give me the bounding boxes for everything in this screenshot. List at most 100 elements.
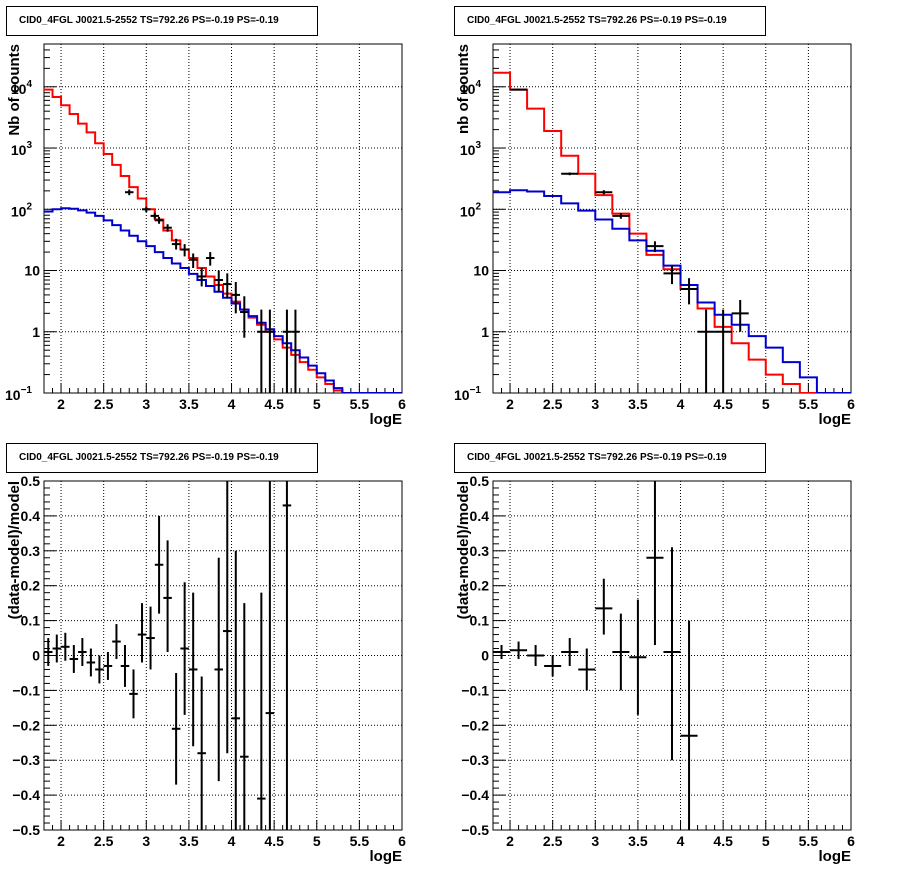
data-point	[493, 645, 511, 659]
data-point	[103, 652, 113, 680]
x-axis-label: logE	[819, 411, 852, 428]
data-point	[680, 278, 698, 305]
data-point	[282, 481, 292, 830]
x-tick-label: 5	[762, 833, 770, 849]
axes: 2 2.5 3 3.5 4 4.5 5 5.5 6 10−1 1 10 102 103 104 logE Nb …	[5, 43, 406, 428]
data-point	[663, 265, 681, 285]
y-tick-label: 102	[460, 201, 482, 219]
y-tick-label: 10−1	[5, 385, 32, 403]
data-point	[86, 648, 96, 677]
data-point	[78, 638, 87, 666]
chart-panel-bottom-left: 2 2.5 3 3.5 4 4.5 5 5.5 6 −0.5 −0.4 −0.3 −0.2 −0.1 0 0.…	[0, 437, 449, 874]
x-tick-label: 5.5	[350, 396, 370, 412]
y-tick-label: 0.2	[21, 578, 41, 594]
data-point	[612, 212, 630, 219]
data-point	[663, 547, 681, 761]
y-tick-label: 0	[32, 648, 40, 664]
y-tick-label: 104	[460, 79, 482, 97]
plot-area	[493, 71, 851, 393]
x-tick-label: 4	[228, 396, 236, 412]
data-point	[612, 613, 630, 691]
x-tick-label: 3	[142, 396, 150, 412]
y-tick-label: −0.3	[12, 752, 40, 768]
y-tick-label: −0.1	[12, 682, 40, 698]
y-tick-label: 0.1	[470, 613, 490, 629]
data-point	[214, 270, 223, 292]
y-tick-label: 0.2	[470, 578, 490, 594]
data-point	[163, 224, 172, 232]
chart-title: CID0_4FGL J0021.5-2552 TS=792.26 PS=-0.1…	[6, 6, 318, 36]
data-point	[214, 557, 223, 782]
x-tick-label: 2.5	[94, 396, 114, 412]
data-point	[223, 273, 232, 299]
x-axis-label: logE	[370, 411, 403, 428]
plot-area	[44, 481, 292, 830]
data-point	[171, 672, 181, 785]
axes: 2 2.5 3 3.5 4 4.5 5 5.5 6 −0.5 −0.4 −0.3 −0.2 −0.1 0 0.…	[455, 473, 855, 865]
grid-lines	[44, 44, 403, 393]
data-point	[205, 252, 215, 266]
y-tick-label: −0.5	[12, 822, 40, 838]
data-point	[257, 592, 266, 830]
x-tick-label: 4.5	[713, 396, 733, 412]
data-point	[61, 632, 70, 661]
plot-frame	[492, 43, 852, 394]
data-point	[188, 253, 198, 268]
x-tick-label: 6	[847, 396, 855, 412]
x-tick-label: 2	[57, 833, 65, 849]
y-tick-label: 104	[11, 79, 33, 97]
data-point	[680, 620, 698, 830]
x-tick-label: 4	[677, 833, 685, 849]
chart-svg: 2 2.5 3 3.5 4 4.5 5 5.5 6 10−1 1 10 102 103 104 logE Nb …	[5, 43, 406, 428]
y-tick-label: −0.4	[461, 787, 489, 803]
grid-lines	[493, 44, 852, 393]
data-point	[197, 676, 206, 830]
x-tick-label: 3	[142, 833, 150, 849]
y-tick-label: −0.5	[461, 822, 489, 838]
chart-panel-top-right: 2 2.5 3 3.5 4 4.5 5 5.5 6 10−1 1 10 102 103 104 logE nb …	[449, 0, 898, 437]
x-tick-label: 6	[847, 833, 855, 849]
plot-area	[44, 88, 402, 393]
plot-frame	[43, 480, 403, 831]
data-point	[282, 309, 292, 393]
data-point	[223, 481, 232, 754]
x-tick-label: 5.5	[350, 833, 370, 849]
x-tick-label: 2.5	[94, 833, 114, 849]
chart-title: CID0_4FGL J0021.5-2552 TS=792.26 PS=-0.1…	[454, 443, 766, 473]
data-point	[595, 578, 613, 635]
y-tick-label: −0.1	[461, 682, 489, 698]
chart-title: CID0_4FGL J0021.5-2552 TS=792.26 PS=-0.1…	[454, 6, 766, 36]
model-source-histogram	[44, 207, 402, 393]
x-tick-label: 5	[762, 396, 770, 412]
data-point	[180, 582, 189, 715]
data-point	[646, 241, 664, 253]
data-point	[240, 603, 249, 830]
x-tick-label: 4	[228, 833, 236, 849]
x-tick-label: 6	[398, 833, 406, 849]
y-axis-label: (data-model)/model	[6, 481, 23, 619]
model-total-histogram	[493, 71, 851, 393]
grid-lines	[44, 480, 403, 831]
data-point	[561, 172, 579, 176]
data-point	[714, 309, 732, 393]
data-point	[150, 212, 160, 219]
plot-frame	[492, 480, 852, 831]
x-tick-label: 5	[313, 833, 321, 849]
y-tick-label: −0.2	[461, 717, 489, 733]
data-point	[231, 550, 241, 830]
chart-panel-top-left: 2 2.5 3 3.5 4 4.5 5 5.5 6 10−1 1 10 102 103 104 logE Nb …	[0, 0, 449, 437]
y-axis-label: (data-model)/model	[455, 481, 472, 619]
data-point	[731, 300, 749, 332]
x-tick-label: 2.5	[543, 396, 563, 412]
x-tick-label: 2	[506, 833, 514, 849]
y-tick-label: 10	[24, 263, 40, 279]
data-point	[265, 309, 275, 393]
data-point	[69, 645, 79, 673]
data-point	[595, 190, 613, 195]
axes: 2 2.5 3 3.5 4 4.5 5 5.5 6 −0.5 −0.4 −0.3 −0.2 −0.1 0 0.…	[6, 473, 406, 865]
data-point	[578, 648, 596, 691]
data-point	[257, 309, 266, 393]
data-point	[240, 296, 249, 338]
x-tick-label: 5.5	[799, 396, 819, 412]
y-tick-label: 0.3	[21, 543, 41, 559]
